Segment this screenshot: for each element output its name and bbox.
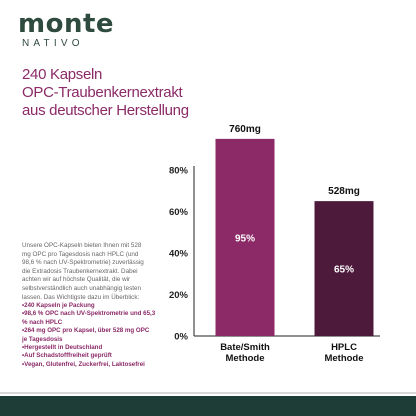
- bar-value-label: 65%: [334, 265, 354, 276]
- headline: 240 Kapseln OPC-Traubenkernextrakt aus d…: [22, 66, 302, 120]
- brand-name: monte: [18, 9, 115, 39]
- feature-item: Vegan, Glutenfrei, Zuckerfrei, Laktosefr…: [22, 361, 156, 369]
- bar-value-label: 95%: [235, 233, 255, 244]
- y-tick-label: 0%: [174, 332, 188, 343]
- feature-item: 98,6 % OPC nach UV-Spektrometrie und 65,…: [22, 310, 156, 327]
- feature-item: Hergestellt in Deutschland: [22, 344, 156, 352]
- feature-item: Auf Schadstofffreiheit geprüft: [22, 352, 156, 360]
- y-tick-label: 20%: [169, 290, 189, 301]
- feature-item: 240 Kapseln je Packung: [22, 302, 156, 310]
- brand-subtitle: NATIVO: [22, 38, 84, 49]
- feature-item: 264 mg OPC pro Kapsel, über 528 mg OPC j…: [22, 327, 156, 344]
- y-tick-label: 60%: [169, 207, 189, 218]
- bar: [314, 201, 374, 336]
- footer-bar: [0, 392, 416, 416]
- bar-top-label: 760mg: [229, 124, 261, 135]
- bar-top-label: 528mg: [328, 186, 360, 197]
- headline-line: 240 Kapseln: [22, 66, 103, 83]
- y-tick-label: 80%: [169, 166, 189, 177]
- x-category-label: HPLC: [331, 342, 357, 353]
- x-category-label: Methode: [324, 353, 363, 364]
- y-tick-label: 40%: [169, 249, 189, 260]
- product-description: Unsere OPC-Kapseln bieten Ihnen mit 528 …: [22, 242, 144, 301]
- x-category-label: Methode: [225, 353, 264, 364]
- x-category-label: Bate/Smith: [220, 342, 270, 353]
- headline-line: aus deutscher Herstellung: [22, 102, 189, 119]
- headline-line: OPC-Traubenkernextrakt: [22, 84, 183, 101]
- bar: [215, 138, 275, 336]
- feature-list: 240 Kapseln je Packung 98,6 % OPC nach U…: [22, 302, 156, 369]
- chart-bars: 760mg95%Bate/SmithMethode528mg65%HPLCMet…: [215, 124, 374, 364]
- brand-logo: monte NATIVO: [18, 10, 114, 50]
